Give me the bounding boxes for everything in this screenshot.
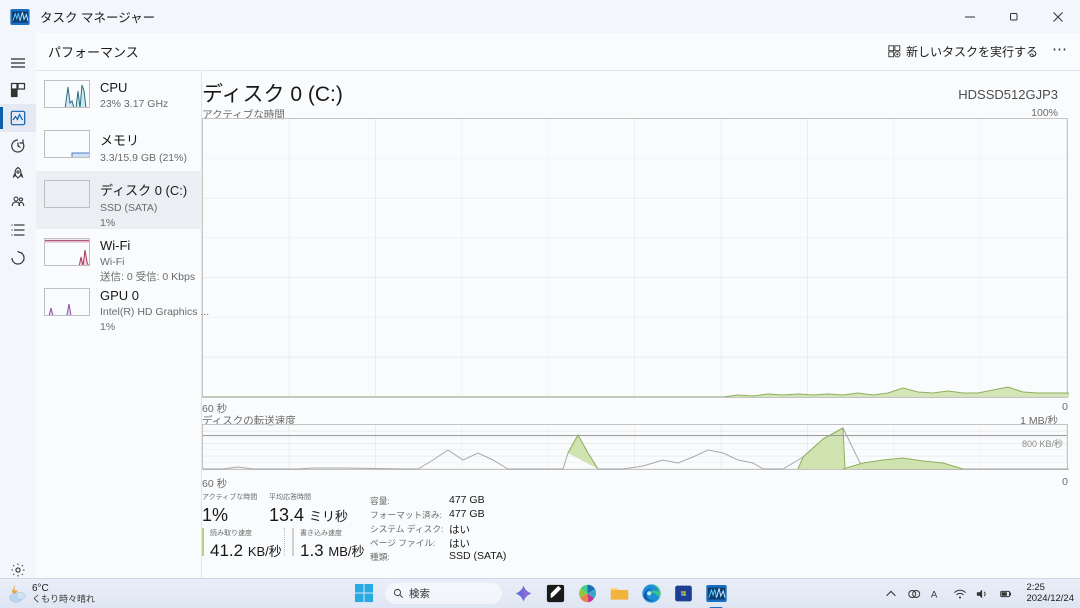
svg-text:A: A bbox=[931, 589, 938, 600]
